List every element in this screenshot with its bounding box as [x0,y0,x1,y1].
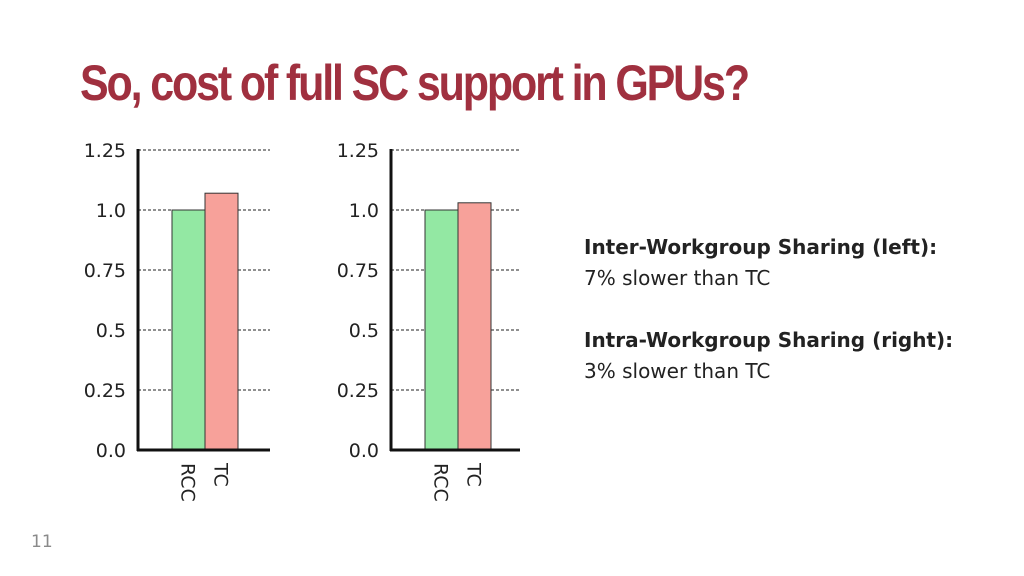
y-tick-label: 1.0 [96,200,126,222]
y-tick-label: 0.75 [84,260,126,282]
y-tick-label: 0.0 [349,440,379,462]
y-tick-label: 0.75 [337,260,379,282]
chart-2: 0.0 0.25 0.5 0.75 1.0 1.25 RCC TC [337,140,520,502]
bar-rcc [171,209,206,451]
summary-callout: Inter-Workgroup Sharing (left): 7% slowe… [584,232,1004,387]
y-tick-label: 0.25 [84,380,126,402]
y-tick-label: 1.0 [349,200,379,222]
page-number: 11 [31,532,53,552]
y-tick-label: 0.5 [349,320,379,342]
x-category-label: RCC [430,463,452,502]
x-category-label: RCC [177,463,199,502]
intra-workgroup-heading: Intra-Workgroup Sharing (right): [584,328,954,352]
y-tick-label: 0.5 [96,320,126,342]
intra-workgroup-result: 3% slower than TC [584,359,771,383]
bar-tc [204,192,239,451]
y-tick-label: 0.0 [96,440,126,462]
y-tick-label: 1.25 [84,140,126,162]
bar-tc [457,202,492,451]
x-category-label: TC [210,462,232,487]
chart-1: 0.0 0.25 0.5 0.75 1.0 1.25 RCC TC [84,140,270,502]
y-tick-label: 1.25 [337,140,379,162]
slide-title: So, cost of full SC support in GPUs? [80,55,750,111]
inter-workgroup-heading: Inter-Workgroup Sharing (left): [584,235,938,259]
inter-workgroup-result: 7% slower than TC [584,266,771,290]
y-tick-label: 0.25 [337,380,379,402]
x-category-label: TC [463,462,485,487]
bar-rcc [424,209,459,451]
